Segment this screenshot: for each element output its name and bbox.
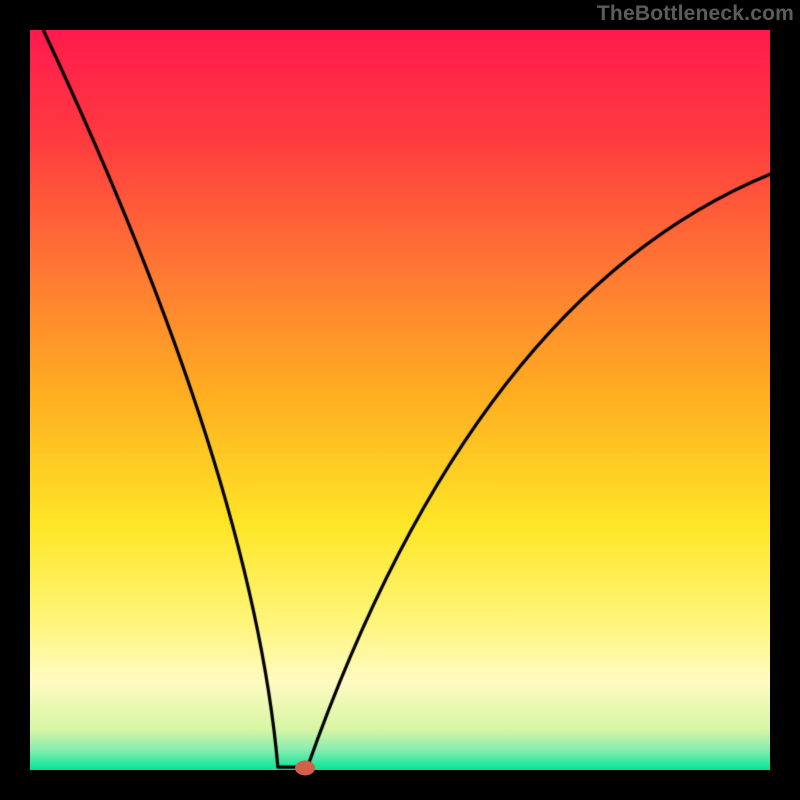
bottleneck-curve xyxy=(0,0,800,800)
optimal-point-marker xyxy=(295,760,315,775)
watermark-label: TheBottleneck.com xyxy=(597,2,794,26)
